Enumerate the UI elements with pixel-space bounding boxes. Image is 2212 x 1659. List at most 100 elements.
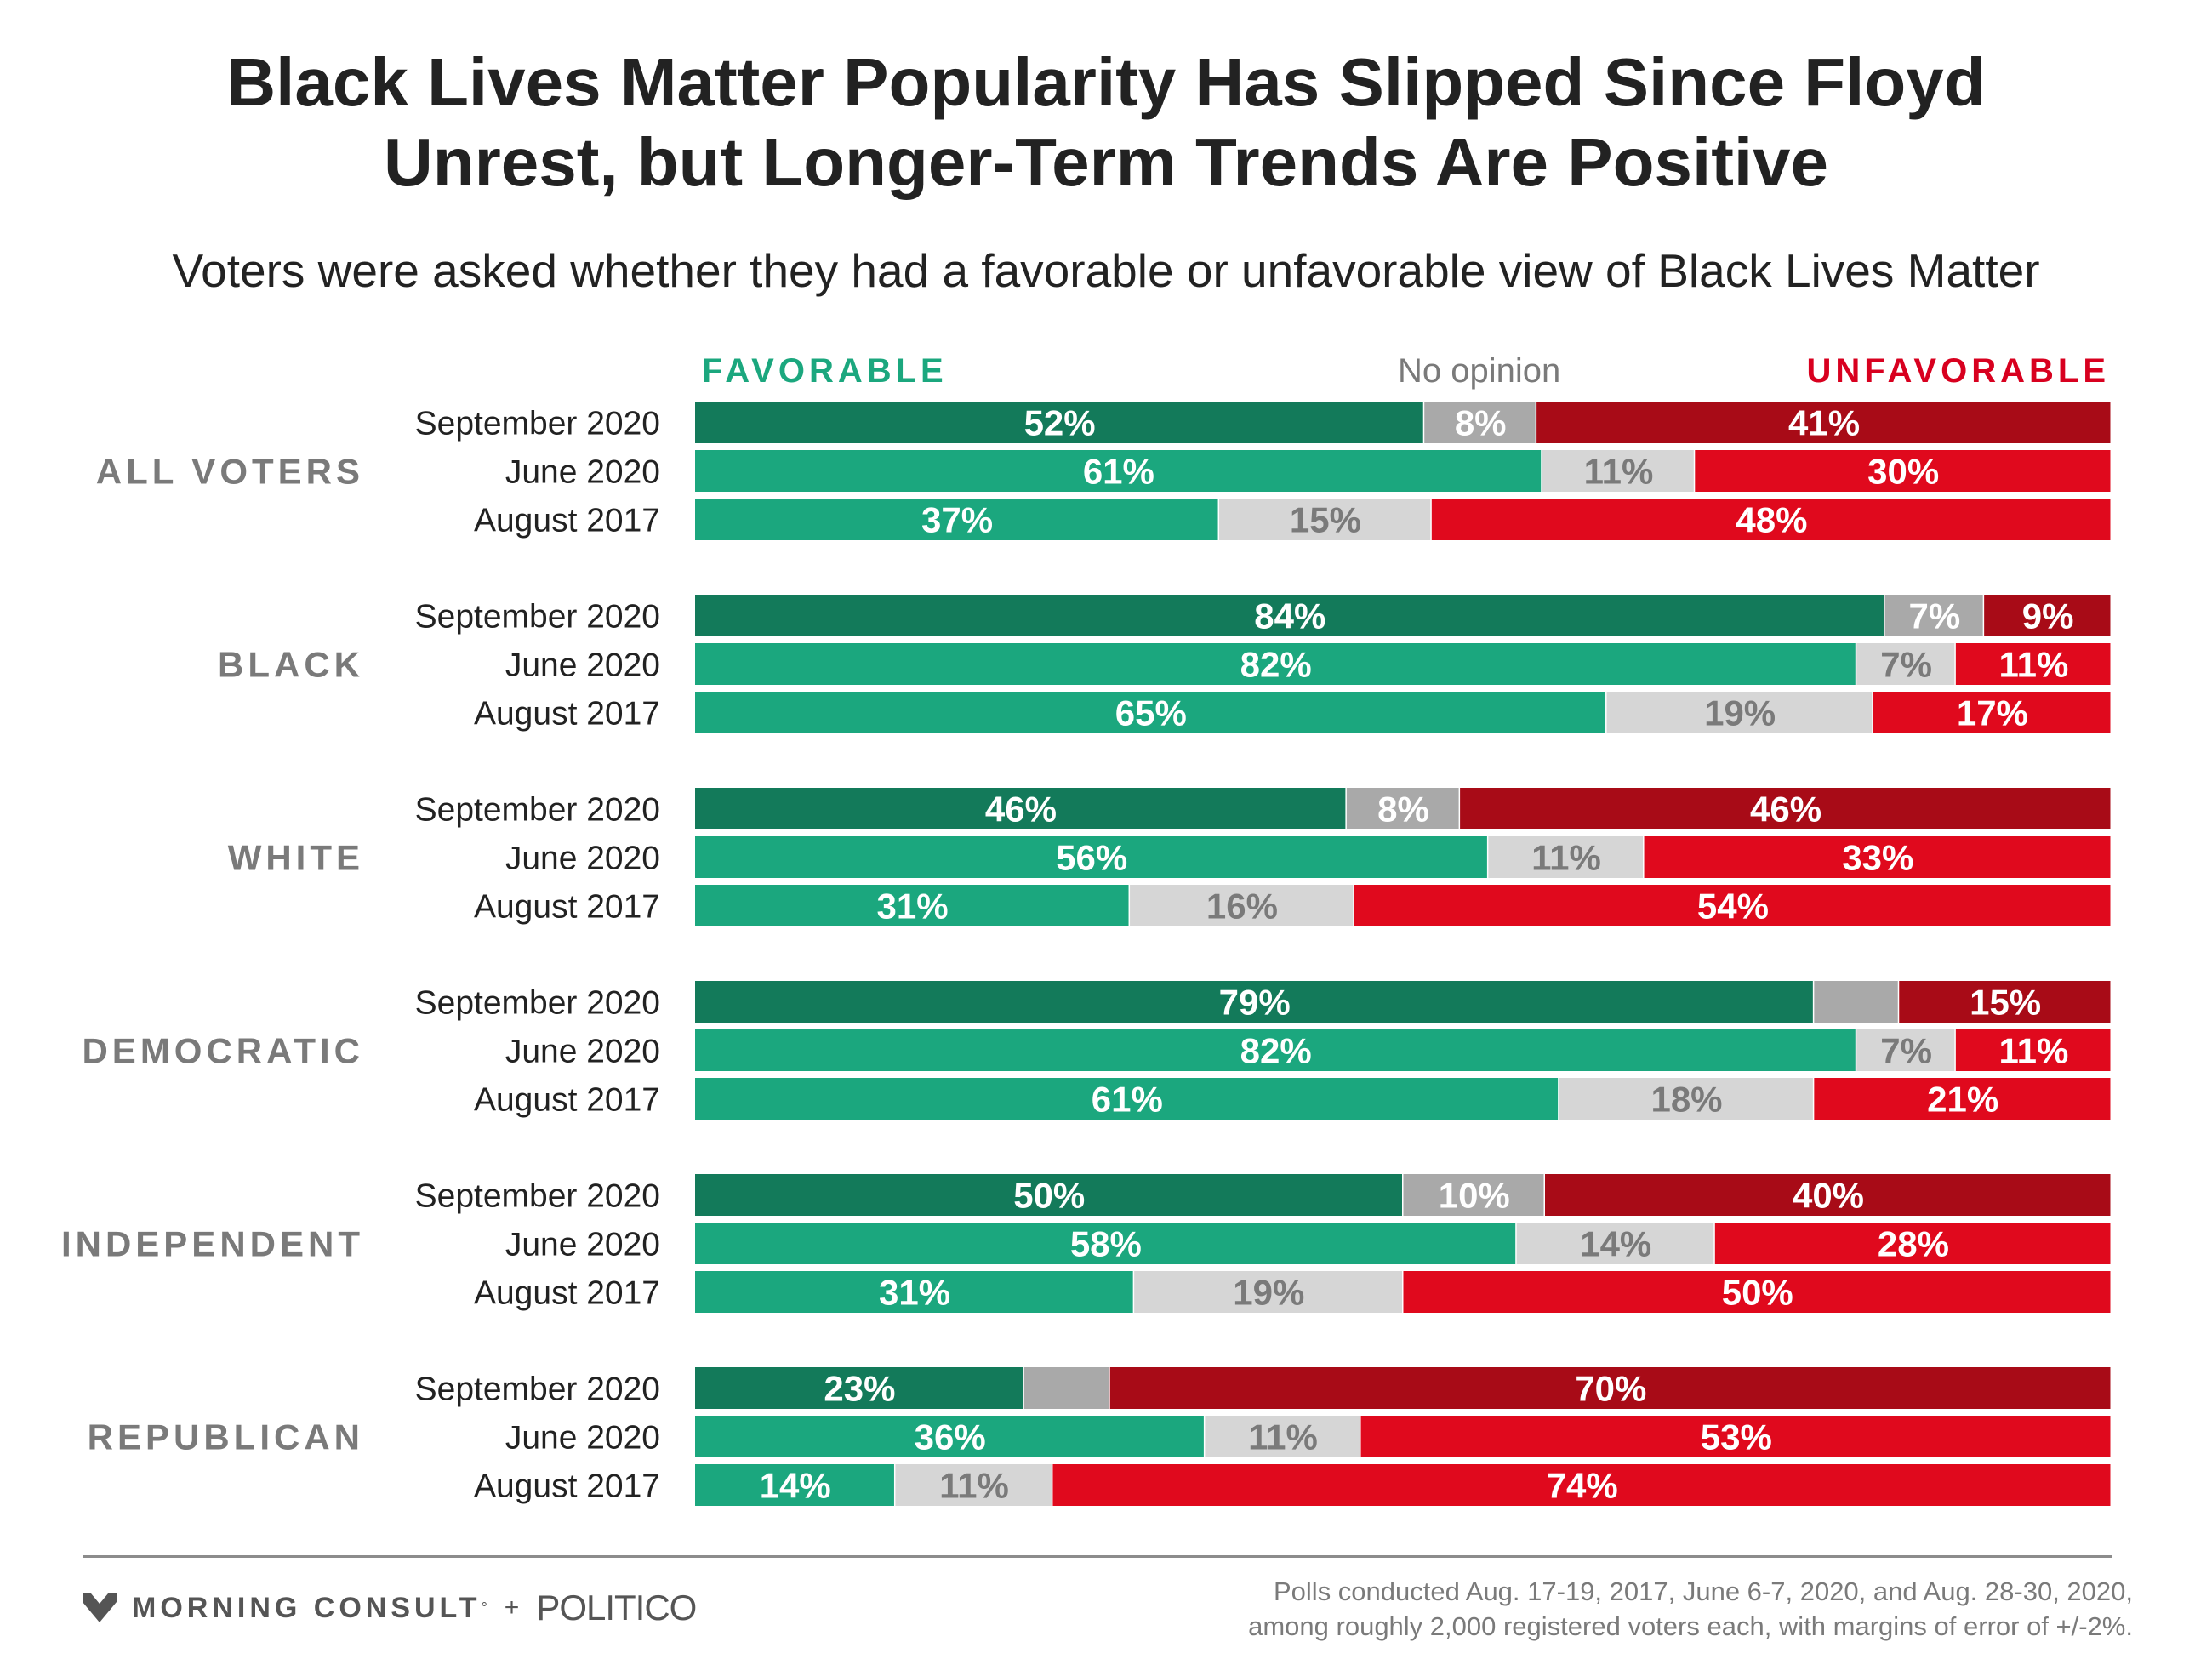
- data-label-favorable: 65%: [1115, 693, 1187, 733]
- row-label: June 2020: [505, 1420, 660, 1457]
- data-label-unfavorable: 53%: [1701, 1417, 1772, 1457]
- data-label-no-opinion: 11%: [1248, 1417, 1318, 1457]
- bar-no-opinion: [1130, 885, 1354, 926]
- data-label-no-opinion: 10%: [1439, 1176, 1510, 1216]
- data-label-favorable: 84%: [1254, 596, 1325, 636]
- footer-divider: [83, 1555, 2112, 1558]
- row-label: August 2017: [474, 1082, 660, 1119]
- morning-consult-wordmark: MORNING CONSULT: [132, 1591, 482, 1624]
- row-label: September 2020: [415, 1178, 660, 1215]
- data-label-favorable: 31%: [876, 887, 948, 926]
- bar-no-opinion: [1856, 1029, 1955, 1071]
- group-label: BLACK: [218, 645, 364, 685]
- bar-no-opinion: [1488, 836, 1644, 878]
- bar-unfavorable: [1814, 1078, 2111, 1120]
- data-label-unfavorable: 28%: [1878, 1224, 1949, 1264]
- data-label-unfavorable: 41%: [1788, 403, 1860, 443]
- row-label: June 2020: [505, 1034, 660, 1070]
- data-label-no-opinion: 19%: [1233, 1273, 1304, 1313]
- bar-unfavorable: [1714, 1223, 2111, 1264]
- data-label-no-opinion: 19%: [1704, 693, 1776, 733]
- data-label-unfavorable: 46%: [1750, 790, 1821, 830]
- data-label-favorable: 14%: [760, 1466, 831, 1506]
- bar-unfavorable: [1984, 595, 2111, 636]
- legend-no-opinion: No opinion: [1398, 352, 1561, 390]
- bar-favorable: [695, 595, 1884, 636]
- politico-wordmark: POLITICO: [536, 1588, 697, 1628]
- bar-unfavorable: [1536, 402, 2111, 443]
- data-label-no-opinion: 15%: [1290, 500, 1361, 540]
- legend-unfavorable: UNFAVORABLE: [1806, 352, 2110, 390]
- bar-favorable: [695, 788, 1346, 830]
- morning-consult-trademark: °: [481, 1599, 487, 1616]
- bar-favorable: [695, 450, 1542, 492]
- row-label: August 2017: [474, 503, 660, 539]
- data-label-favorable: 61%: [1083, 452, 1154, 492]
- data-label-unfavorable: 17%: [1957, 693, 2028, 733]
- bar-unfavorable: [1109, 1367, 2111, 1409]
- row-label: August 2017: [474, 1275, 660, 1312]
- bar-favorable: [695, 1416, 1204, 1457]
- bar-unfavorable: [1695, 450, 2111, 492]
- bar-favorable: [695, 1029, 1856, 1071]
- bar-unfavorable: [1955, 643, 2111, 685]
- bar-favorable: [695, 981, 1813, 1023]
- bar-favorable: [695, 1271, 1133, 1313]
- bar-favorable: [695, 643, 1856, 685]
- morning-consult-logo-icon: [83, 1593, 117, 1622]
- bar-favorable: [695, 1367, 1023, 1409]
- row-label: August 2017: [474, 1468, 660, 1505]
- row-label: September 2020: [415, 1371, 660, 1408]
- bar-unfavorable: [1460, 788, 2111, 830]
- data-label-no-opinion: 8%: [1455, 403, 1507, 443]
- chart-title-line-1: Black Lives Matter Popularity Has Slippe…: [226, 44, 1986, 120]
- data-label-favorable: 56%: [1056, 838, 1127, 878]
- bar-no-opinion: [1424, 402, 1536, 443]
- data-label-unfavorable: 21%: [1927, 1080, 1998, 1120]
- bar-no-opinion: [1403, 1174, 1544, 1216]
- bar-unfavorable: [1545, 1174, 2111, 1216]
- data-label-favorable: 82%: [1240, 645, 1312, 685]
- brand-plus: +: [504, 1593, 520, 1622]
- bar-unfavorable: [1354, 885, 2111, 926]
- data-label-favorable: 61%: [1092, 1080, 1163, 1120]
- bar-favorable: [695, 692, 1606, 733]
- data-label-favorable: 23%: [824, 1369, 895, 1409]
- legend-favorable: FAVORABLE: [702, 352, 948, 390]
- data-label-no-opinion: 7%: [1909, 596, 1961, 636]
- data-label-unfavorable: 48%: [1736, 500, 1807, 540]
- bar-unfavorable: [1955, 1029, 2111, 1071]
- bar-unfavorable: [1873, 692, 2111, 733]
- bar-favorable: [695, 499, 1218, 540]
- data-label-no-opinion: 16%: [1206, 887, 1278, 926]
- group-label: WHITE: [228, 838, 364, 878]
- bar-favorable: [695, 1223, 1516, 1264]
- row-label: June 2020: [505, 454, 660, 491]
- row-label: June 2020: [505, 647, 660, 684]
- data-label-unfavorable: 54%: [1697, 887, 1769, 926]
- row-label: June 2020: [505, 841, 660, 877]
- bar-unfavorable: [1899, 981, 2111, 1023]
- bar-no-opinion: [1346, 788, 1459, 830]
- data-label-unfavorable: 11%: [1999, 1031, 2069, 1071]
- bar-unfavorable: [1431, 499, 2111, 540]
- row-label: September 2020: [415, 599, 660, 636]
- bar-favorable: [695, 402, 1423, 443]
- bar-no-opinion: [895, 1464, 1052, 1506]
- bar-favorable: [695, 1174, 1402, 1216]
- bar-no-opinion: [1134, 1271, 1402, 1313]
- data-label-unfavorable: 50%: [1722, 1273, 1793, 1313]
- chart-title: Black Lives Matter Popularity Has Slippe…: [0, 43, 2212, 202]
- data-label-favorable: 37%: [921, 500, 993, 540]
- data-label-unfavorable: 70%: [1575, 1369, 1646, 1409]
- group-label: DEMOCRATIC: [82, 1031, 364, 1071]
- bar-favorable: [695, 836, 1487, 878]
- row-label: August 2017: [474, 696, 660, 733]
- bar-no-opinion: [1219, 499, 1431, 540]
- chart-subtitle: Voters were asked whether they had a fav…: [172, 244, 2040, 297]
- data-label-no-opinion: 11%: [939, 1466, 1009, 1506]
- bar-unfavorable: [1403, 1271, 2111, 1313]
- bar-no-opinion: [1856, 643, 1955, 685]
- data-label-unfavorable: 9%: [2022, 596, 2074, 636]
- data-label-unfavorable: 11%: [1999, 645, 2069, 685]
